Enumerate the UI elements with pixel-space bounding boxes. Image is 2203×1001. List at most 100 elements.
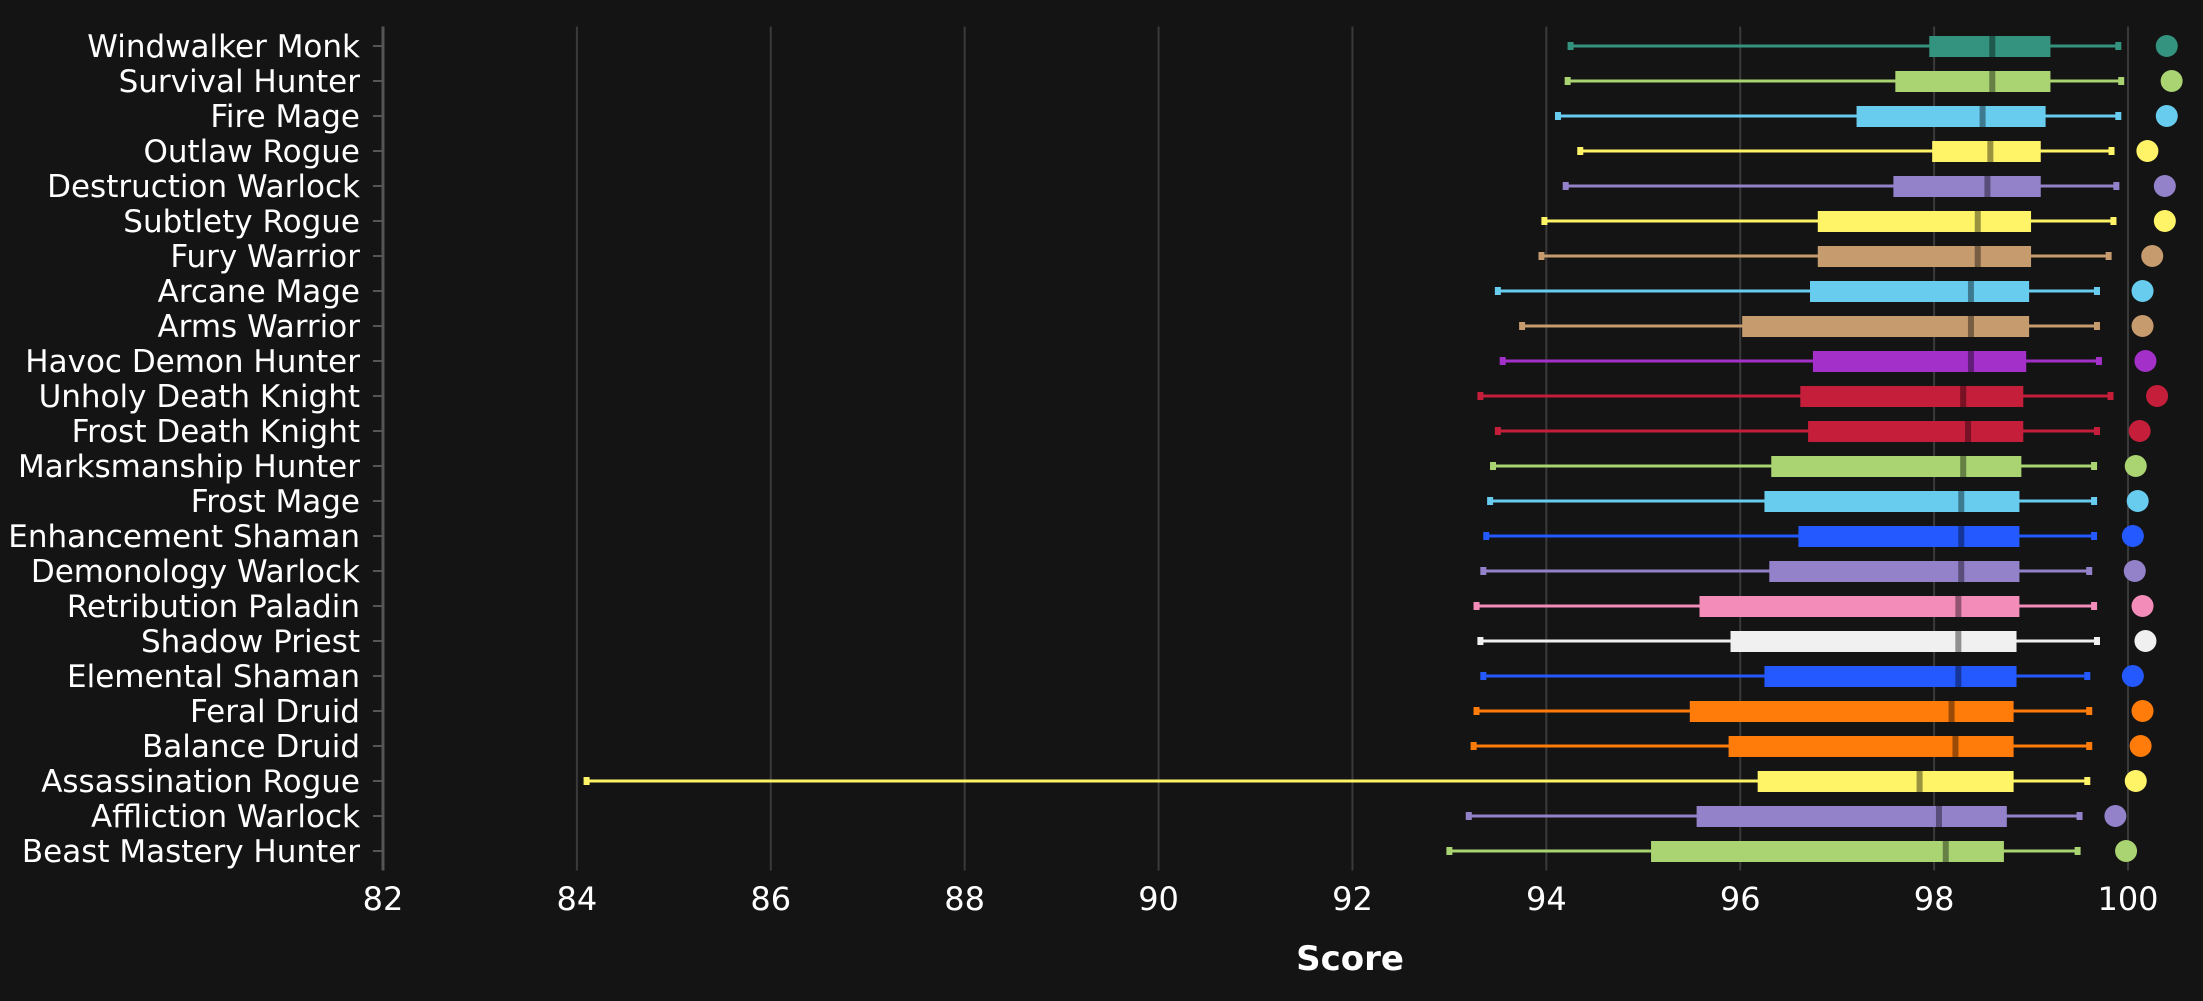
- median-marker: [1942, 841, 1949, 862]
- box-iqr: [1932, 141, 2041, 162]
- box-iqr: [1651, 841, 2004, 862]
- box-iqr: [1730, 631, 2017, 652]
- category-label: Balance Druid: [142, 729, 360, 765]
- whisker-min-cap: [1473, 707, 1480, 715]
- box-iqr: [1893, 176, 2041, 197]
- whisker-min-cap: [1490, 462, 1497, 470]
- category-label: Subtlety Rogue: [123, 204, 360, 240]
- median-marker: [1974, 211, 1981, 232]
- median-marker: [1916, 771, 1923, 792]
- median-marker: [1952, 736, 1959, 757]
- whisker-max-cap: [2086, 742, 2093, 750]
- median-marker: [1960, 456, 1967, 477]
- x-tick-label: 90: [1138, 880, 1179, 918]
- x-tick-label: 96: [1720, 880, 1761, 918]
- median-marker: [1974, 246, 1981, 267]
- whisker-max-cap: [2113, 182, 2120, 190]
- x-axis-title: Score: [1296, 939, 1404, 979]
- median-marker: [1965, 421, 1972, 442]
- whisker-min-cap: [1465, 812, 1472, 820]
- median-marker: [1987, 141, 1994, 162]
- box-iqr: [1696, 806, 2007, 827]
- box-row: [1473, 700, 2154, 722]
- whisker-min-cap: [1538, 252, 1545, 260]
- category-label: Arms Warrior: [157, 309, 360, 345]
- max-point: [2123, 560, 2146, 582]
- box-row: [1480, 560, 2146, 582]
- whisker-min-cap: [1477, 392, 1484, 400]
- box-row: [1567, 35, 2178, 57]
- median-marker: [1967, 316, 1974, 337]
- whisker-min-cap: [1494, 287, 1501, 295]
- whisker-min-cap: [1567, 42, 1574, 50]
- whisker-max-cap: [2107, 392, 2114, 400]
- box-row: [1499, 350, 2157, 372]
- median-marker: [1955, 596, 1962, 617]
- median-marker: [1955, 666, 1962, 687]
- max-point: [2153, 175, 2176, 197]
- x-tick-label: 84: [557, 880, 598, 918]
- max-point: [2121, 665, 2144, 687]
- whisker-max-cap: [2115, 42, 2122, 50]
- whisker-min-cap: [1541, 217, 1548, 225]
- x-tick-label: 88: [944, 880, 985, 918]
- box-row: [1494, 280, 2154, 302]
- box-iqr: [1810, 281, 2030, 302]
- whisker-min-cap: [1499, 357, 1506, 365]
- category-label: Retribution Paladin: [67, 589, 360, 625]
- box-iqr: [1771, 456, 2022, 477]
- median-marker: [1960, 386, 1967, 407]
- box-row: [1477, 385, 2169, 407]
- category-label: Arcane Mage: [158, 274, 360, 310]
- box-row: [1483, 525, 2144, 547]
- whisker-max-cap: [2093, 287, 2100, 295]
- x-tick-label: 98: [1914, 880, 1955, 918]
- box-row: [1564, 70, 2183, 92]
- box-iqr: [1800, 386, 2024, 407]
- whisker-max-cap: [2084, 777, 2091, 785]
- box-row: [1538, 245, 2164, 267]
- whisker-min-cap: [1446, 847, 1453, 855]
- max-point: [2104, 805, 2127, 827]
- box-row: [1541, 210, 2176, 232]
- box-iqr: [1769, 561, 2020, 582]
- median-marker: [1935, 806, 1942, 827]
- whisker-max-cap: [2093, 637, 2100, 645]
- whisker-max-cap: [2091, 497, 2098, 505]
- max-point: [2134, 630, 2157, 652]
- whisker-min-cap: [1519, 322, 1526, 330]
- whisker-min-cap: [1470, 742, 1477, 750]
- whisker-max-cap: [2086, 707, 2093, 715]
- max-point: [2134, 350, 2157, 372]
- category-label: Beast Mastery Hunter: [22, 834, 360, 870]
- max-point: [2153, 210, 2176, 232]
- category-label: Frost Mage: [191, 484, 360, 520]
- category-label: Windwalker Monk: [87, 29, 360, 65]
- category-label: Affliction Warlock: [91, 799, 360, 835]
- category-label: Fury Warrior: [170, 239, 360, 275]
- box-row: [1519, 315, 2154, 337]
- median-marker: [1984, 176, 1991, 197]
- whisker-max-cap: [2074, 847, 2081, 855]
- box-iqr: [1808, 421, 2024, 442]
- box-iqr: [1812, 351, 2027, 372]
- whisker-max-cap: [2093, 427, 2100, 435]
- category-label: Elemental Shaman: [67, 659, 360, 695]
- x-tick-label: 92: [1332, 880, 1373, 918]
- category-label: Marksmanship Hunter: [18, 449, 360, 485]
- whisker-min-cap: [1564, 77, 1571, 85]
- whisker-max-cap: [2093, 322, 2100, 330]
- category-label: Fire Mage: [210, 99, 360, 135]
- box-iqr: [1742, 316, 2030, 337]
- box-iqr: [1757, 771, 2014, 792]
- box-iqr: [1817, 211, 2032, 232]
- max-point: [2131, 700, 2154, 722]
- max-point: [2155, 105, 2178, 127]
- box-row: [1477, 630, 2157, 652]
- median-marker: [1989, 36, 1996, 57]
- x-axis: 82 84 86 88 90 92 94 96 98 100: [363, 880, 2159, 918]
- box-iqr: [1699, 596, 2020, 617]
- whisker-max-cap: [2084, 672, 2091, 680]
